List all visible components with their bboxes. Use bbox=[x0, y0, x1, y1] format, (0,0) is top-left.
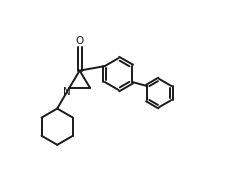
Text: N: N bbox=[63, 87, 71, 97]
Text: O: O bbox=[76, 36, 84, 46]
